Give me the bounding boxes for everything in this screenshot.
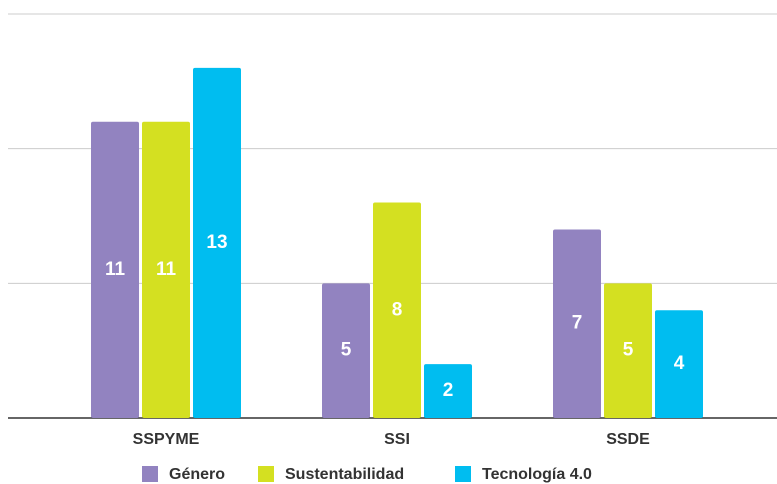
legend-label: Sustentabilidad <box>285 466 404 483</box>
data-label: 4 <box>674 353 685 374</box>
bar <box>142 121 190 418</box>
legend-swatch <box>258 466 274 482</box>
data-label: 8 <box>392 299 403 320</box>
x-tick-label: SSDE <box>606 431 650 448</box>
x-tick-label: SSPYME <box>133 431 200 448</box>
bar <box>322 283 370 418</box>
data-label: 11 <box>105 259 126 280</box>
bar <box>655 310 703 418</box>
data-label: 11 <box>156 259 177 280</box>
legend-label: Tecnología 4.0 <box>482 466 592 483</box>
bar <box>193 67 241 418</box>
legend-label: Género <box>169 466 225 483</box>
bar <box>424 364 472 418</box>
legend-swatch <box>455 466 471 482</box>
bar <box>604 283 652 418</box>
data-label: 2 <box>443 380 454 401</box>
data-label: 13 <box>206 232 227 253</box>
legend-swatch <box>142 466 158 482</box>
bar <box>91 121 139 418</box>
x-tick-label: SSI <box>384 431 410 448</box>
bar <box>553 229 601 418</box>
data-label: 5 <box>341 340 352 361</box>
data-label: 7 <box>572 313 583 334</box>
data-label: 5 <box>623 340 634 361</box>
bar <box>373 202 421 418</box>
